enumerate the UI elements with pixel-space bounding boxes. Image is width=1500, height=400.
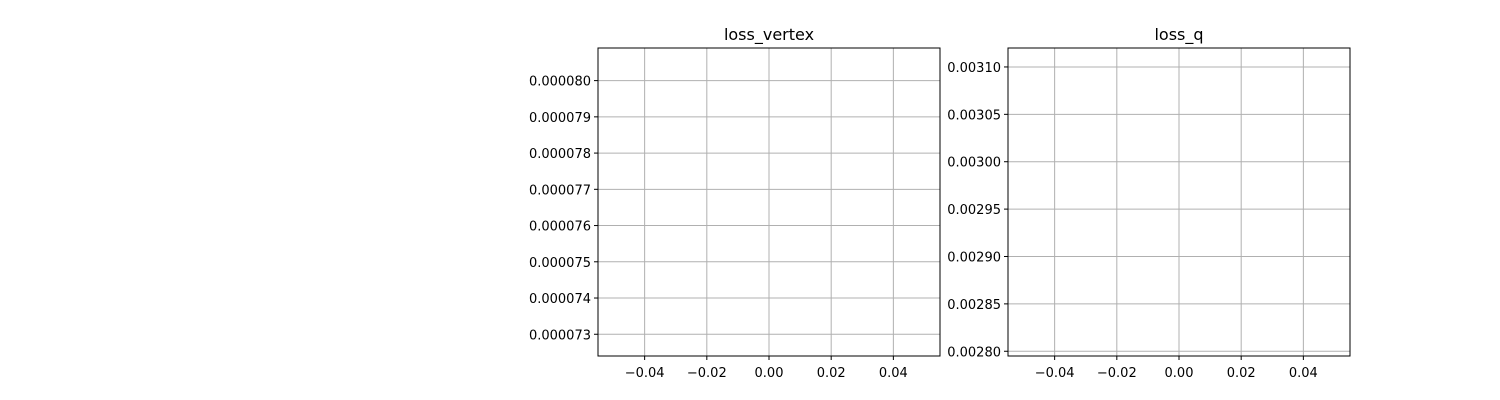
y-tick-label: 0.00295	[947, 203, 1001, 218]
x-tick-label: −0.04	[625, 366, 665, 381]
y-tick-label: 0.000074	[529, 292, 591, 307]
y-tick-label: 0.00285	[947, 298, 1001, 313]
y-tick-label: 0.00300	[947, 156, 1001, 171]
x-tick-label: 0.04	[879, 366, 908, 381]
y-tick-label: 0.000073	[529, 328, 591, 343]
x-tick-label: −0.04	[1035, 366, 1075, 381]
chart-title: loss_q	[1154, 25, 1203, 45]
y-tick-label: 0.00310	[947, 61, 1001, 76]
x-tick-label: 0.02	[817, 366, 846, 381]
chart-title: loss_vertex	[724, 25, 814, 45]
y-tick-label: 0.000078	[529, 147, 591, 162]
y-tick-label: 0.000079	[529, 111, 591, 126]
x-tick-label: −0.02	[1097, 366, 1137, 381]
chart-loss-q: loss_q −0.04 −0.02 0.00 0.02 0.04 0.00280 0.00…	[947, 25, 1351, 381]
x-tick-label: 0.02	[1227, 366, 1256, 381]
x-tick-label: 0.00	[1165, 366, 1194, 381]
x-tick-label: 0.04	[1289, 366, 1318, 381]
x-tick-label: 0.00	[755, 366, 784, 381]
y-tick-label: 0.000075	[529, 256, 591, 271]
y-tick-label: 0.00280	[947, 345, 1001, 360]
y-tick-label: 0.000080	[529, 75, 591, 90]
y-tick-label: 0.00305	[947, 108, 1001, 123]
y-tick-label: 0.000077	[529, 183, 591, 198]
y-tick-label: 0.000076	[529, 220, 591, 235]
x-tick-label: −0.02	[687, 366, 727, 381]
chart-loss-vertex: loss_vertex −0.04 −0.02 0.00 0.02 0.04 0.0000…	[529, 25, 941, 381]
y-tick-label: 0.00290	[947, 250, 1001, 265]
